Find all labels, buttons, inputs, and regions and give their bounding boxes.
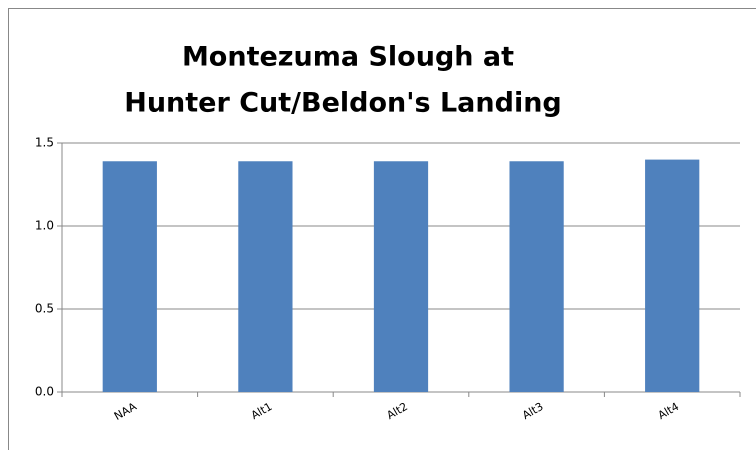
bar [509, 161, 564, 392]
x-tick-label: NAA [112, 400, 139, 423]
bar [373, 161, 429, 392]
y-tick-label: 1.5 [35, 136, 54, 150]
bar [238, 161, 293, 392]
x-tick-label: Alt3 [520, 400, 545, 422]
bar [102, 161, 157, 392]
chart-title: Montezuma Slough at [182, 42, 514, 73]
chart-title: Hunter Cut/Beldon's Landing [124, 88, 562, 119]
y-tick-label: 1.0 [35, 219, 54, 233]
x-tick-label: Alt1 [249, 400, 274, 422]
x-tick-label: Alt4 [656, 400, 681, 422]
y-tick-label: 0.5 [35, 302, 54, 316]
x-tick-label: Alt2 [385, 400, 410, 422]
y-tick-label: 0.0 [35, 385, 54, 399]
chart-frame [8, 8, 756, 450]
bar [645, 159, 700, 392]
